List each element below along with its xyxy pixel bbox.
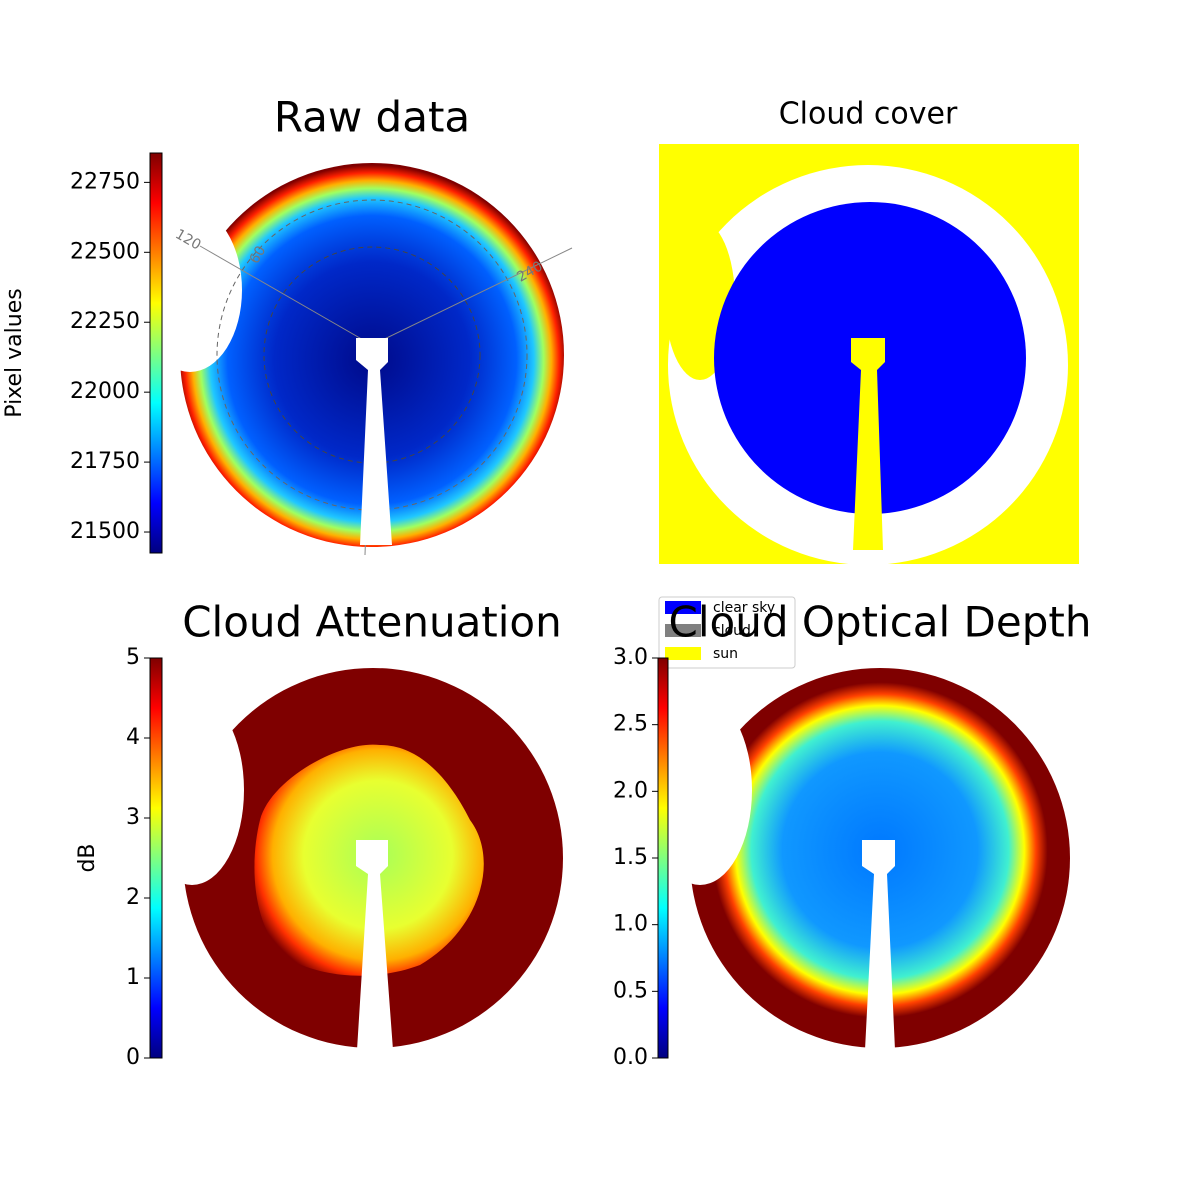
panel-title: Cloud Attenuation	[182, 598, 562, 647]
colorbar-tick-label: 2	[126, 885, 140, 910]
panel-title: Raw data	[274, 93, 470, 142]
panel-title: Cloud Optical Depth	[669, 598, 1092, 647]
legend-swatch	[665, 624, 701, 637]
panel-title: Cloud cover	[779, 97, 958, 132]
colorbar-tick-label: 0	[126, 1045, 140, 1070]
colorbar-tick-label: 5	[126, 645, 140, 670]
colorbar-tick-label: 22500	[70, 239, 140, 264]
legend-swatch	[665, 601, 701, 614]
legend-label: cloud	[713, 623, 751, 639]
colorbar-tick-label: 1.5	[613, 845, 648, 870]
colorbar-tick-label: 2.5	[613, 712, 648, 737]
legend-label: clear sky	[713, 600, 775, 616]
colorbar-tick-label: 0.0	[613, 1045, 648, 1070]
colorbar-tick-label: 21750	[70, 449, 140, 474]
colorbar-tick-label: 1.0	[613, 912, 648, 937]
colorbar-tick-label: 3.0	[613, 645, 648, 670]
colorbar-label: Pixel values	[2, 288, 27, 417]
colorbar-tick-label: 21500	[70, 519, 140, 544]
cod-image	[648, 668, 1070, 1050]
colorbar-tick-label: 22250	[70, 309, 140, 334]
colorbar	[149, 657, 163, 1059]
colorbar-tick-label: 3	[126, 805, 140, 830]
legend-swatch	[665, 647, 701, 660]
attenuation-image	[140, 668, 563, 1050]
colorbar-tick-label: 22750	[70, 169, 140, 194]
colorbar-tick-label: 2.0	[613, 778, 648, 803]
colorbar	[149, 152, 163, 554]
colorbar	[657, 657, 669, 1059]
raw-image	[138, 163, 573, 556]
colorbar-label: dB	[75, 843, 100, 872]
colorbar-tick-label: 1	[126, 965, 140, 990]
angle-annotation: 60	[247, 243, 270, 266]
cloud-cover-image	[659, 144, 1079, 565]
colorbar-tick-label: 22000	[70, 379, 140, 404]
legend-label: sun	[713, 646, 738, 662]
colorbar-tick-label: 0.5	[613, 978, 648, 1003]
colorbar-tick-label: 4	[126, 725, 140, 750]
